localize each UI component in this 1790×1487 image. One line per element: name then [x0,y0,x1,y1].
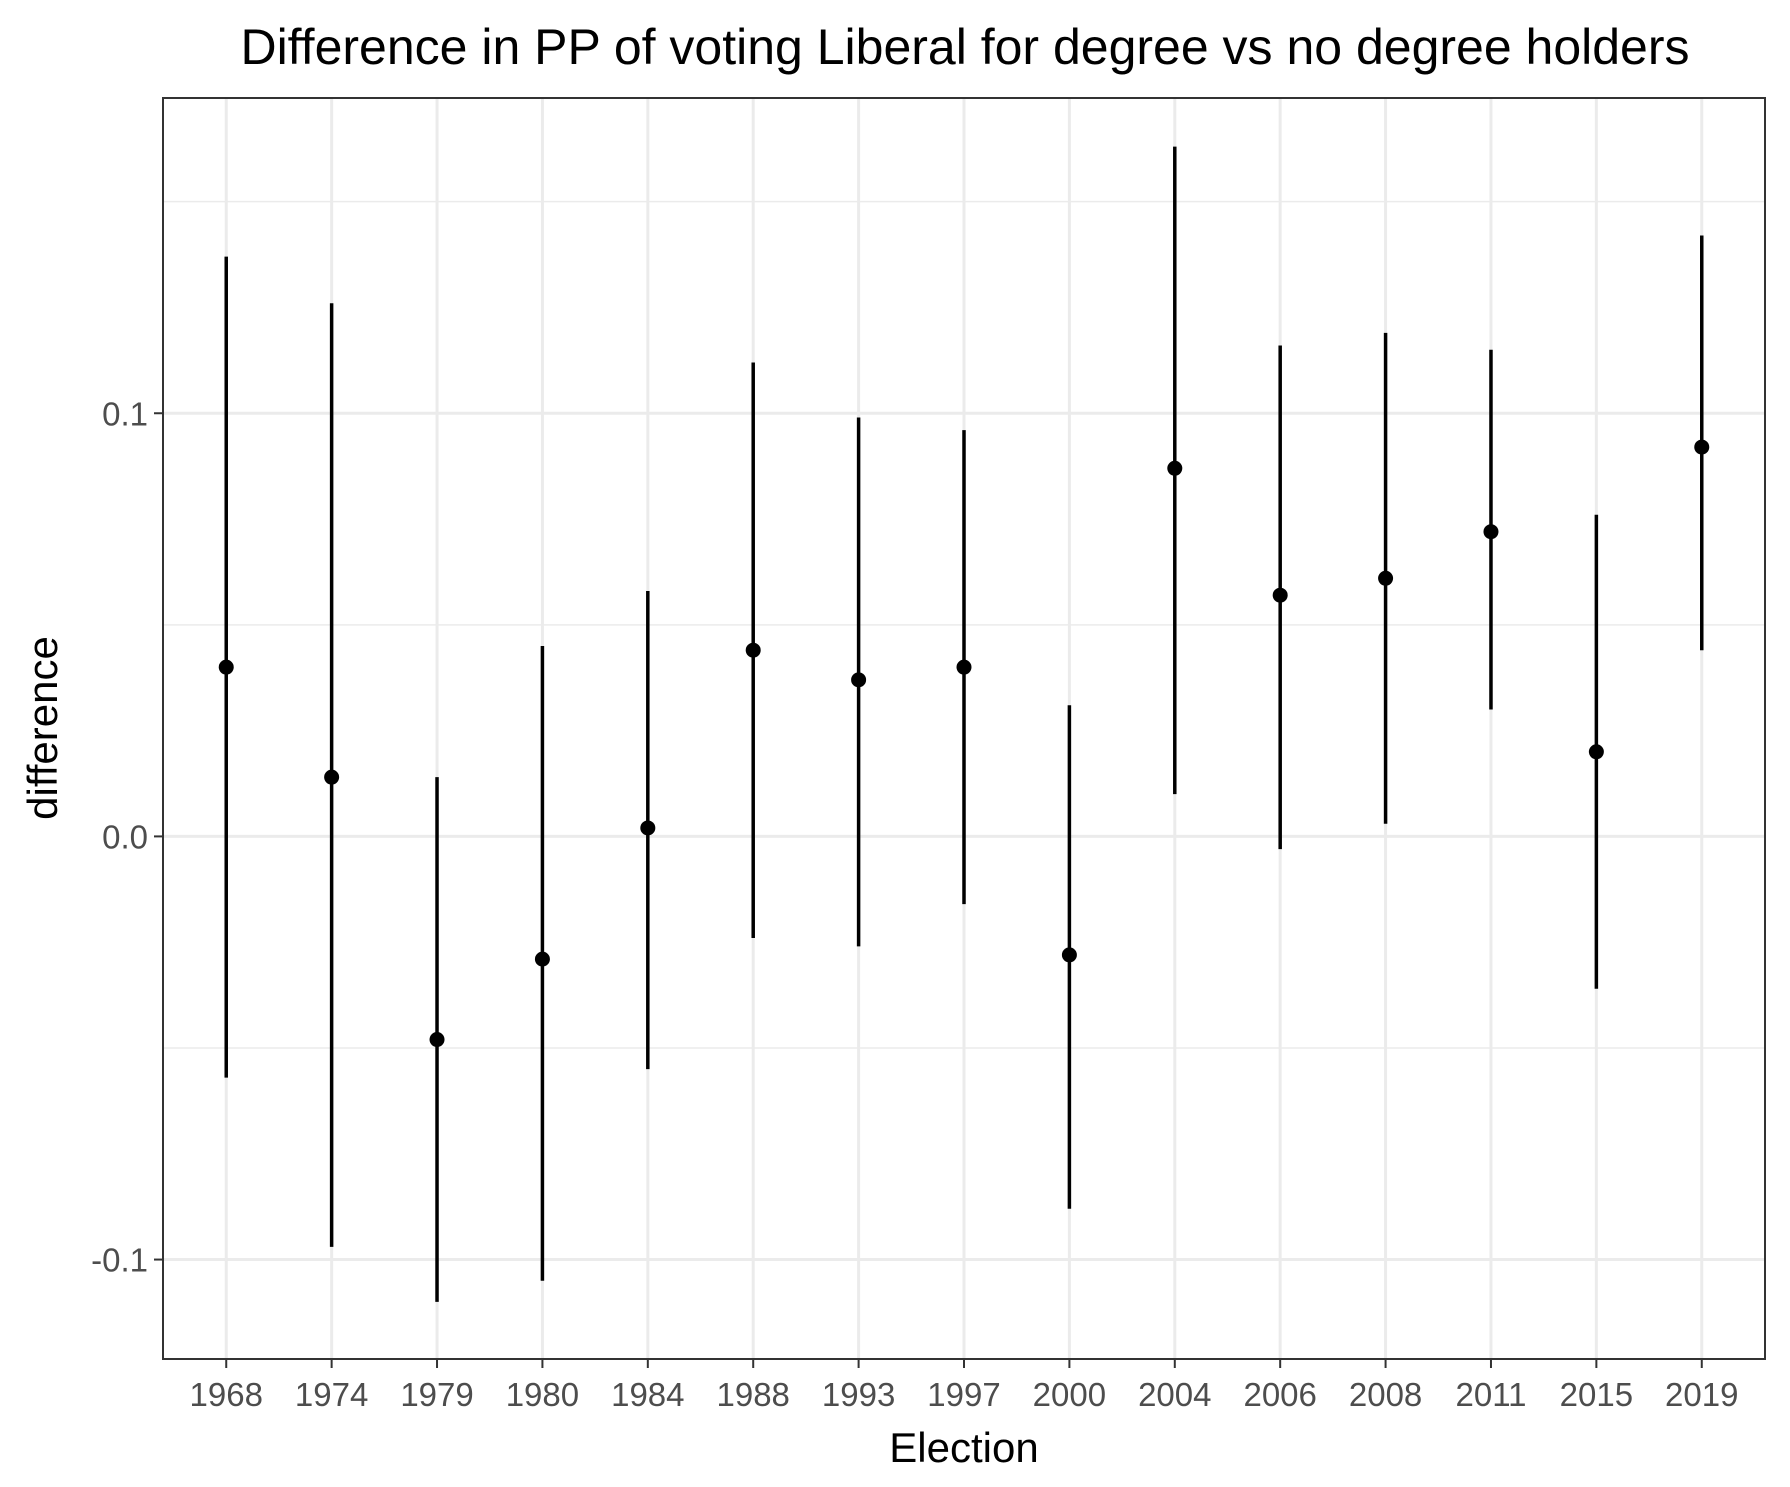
point-2006 [1272,587,1288,603]
point-1968 [218,659,234,675]
x-tick-label-2008: 2008 [1349,1376,1422,1413]
point-2008 [1378,570,1394,586]
x-tick-label-1993: 1993 [822,1376,895,1413]
x-tick-label-1979: 1979 [400,1376,473,1413]
x-tick-label-2006: 2006 [1243,1376,1316,1413]
y-axis: -0.1 0.0 0.1 [91,395,163,1279]
point-1997 [956,659,972,675]
x-axis-title: Election [889,1424,1038,1471]
x-tick-label-2004: 2004 [1138,1376,1211,1413]
x-tick-label-2000: 2000 [1033,1376,1106,1413]
y-axis-title: difference [19,636,66,820]
x-tick-label-1984: 1984 [611,1376,684,1413]
x-tick-label-2019: 2019 [1665,1376,1738,1413]
point-2011 [1483,524,1499,540]
point-2000 [1061,947,1077,963]
x-tick-label-1968: 1968 [190,1376,263,1413]
y-tick-label: 0.0 [102,818,148,855]
point-1979 [429,1032,445,1048]
point-1988 [745,642,761,658]
point-1984 [640,820,656,836]
y-tick-label: 0.1 [102,395,148,432]
x-tick-label-1980: 1980 [506,1376,579,1413]
data-points [218,439,1710,1048]
point-1974 [324,769,340,785]
point-1993 [851,672,867,688]
point-2004 [1167,460,1183,476]
x-tick-label-2015: 2015 [1560,1376,1633,1413]
point-2015 [1588,744,1604,760]
x-tick-label-2011: 2011 [1455,1376,1526,1413]
x-tick-label-1997: 1997 [927,1376,1000,1413]
y-tick-label: -0.1 [91,1242,148,1279]
point-2019 [1694,439,1710,455]
x-axis: 1968 1974 1979 1980 1984 1988 1993 1997 2000 2004… [190,1359,1738,1413]
point-1980 [534,951,550,967]
x-tick-label-1988: 1988 [716,1376,789,1413]
chart-title: Difference in PP of voting Liberal for d… [240,19,1689,75]
x-tick-label-1974: 1974 [295,1376,368,1413]
